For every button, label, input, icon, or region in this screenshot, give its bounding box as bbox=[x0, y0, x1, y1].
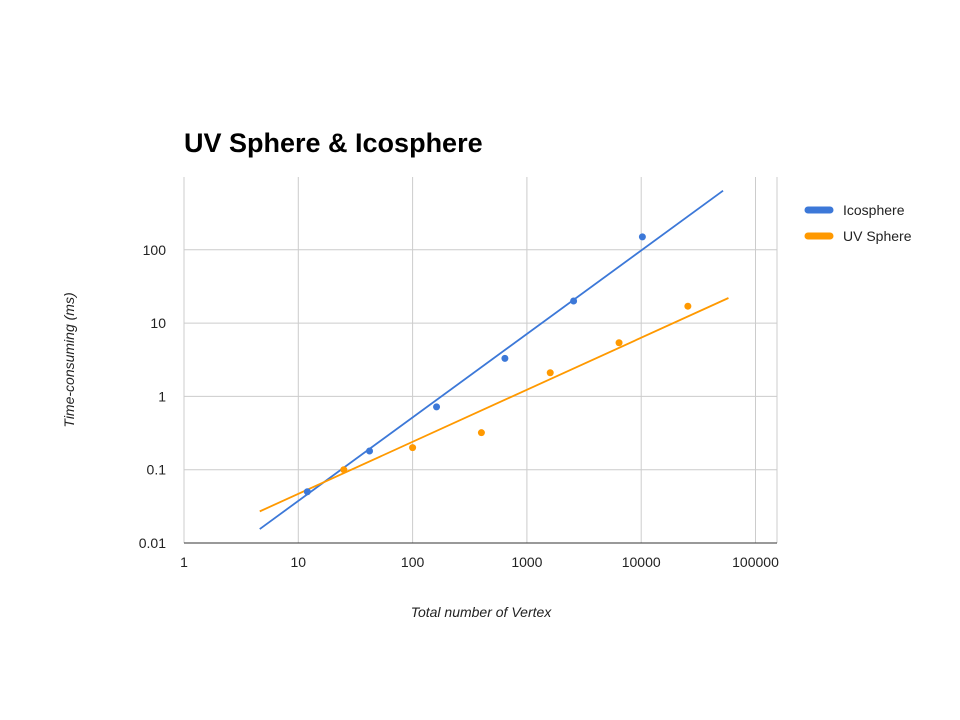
x-tick-label: 1 bbox=[180, 554, 188, 570]
uv-sphere-trendline bbox=[259, 297, 729, 513]
uv-sphere-point bbox=[409, 444, 417, 452]
icosphere-point bbox=[638, 233, 646, 241]
uv-sphere-point bbox=[477, 429, 485, 437]
icosphere-point bbox=[501, 354, 509, 362]
y-tick-label: 0.01 bbox=[139, 535, 166, 551]
x-tick-label: 1000 bbox=[511, 554, 542, 570]
y-tick-label: 0.1 bbox=[147, 462, 167, 478]
data-points bbox=[303, 233, 692, 496]
x-tick-label: 10 bbox=[291, 554, 307, 570]
legend: Icosphere UV Sphere bbox=[804, 202, 912, 244]
uv-sphere-point bbox=[340, 466, 348, 474]
y-tick-label: 100 bbox=[143, 242, 167, 258]
icosphere-point bbox=[303, 488, 311, 496]
icosphere-trendline bbox=[259, 189, 724, 530]
uv-sphere-legend-label: UV Sphere bbox=[843, 228, 912, 244]
x-tick-label: 100000 bbox=[732, 554, 779, 570]
uv-sphere-point bbox=[546, 369, 554, 377]
icosphere-point bbox=[570, 297, 578, 305]
axes: 1 10 100 1000 10000 100000 0.01 0.1 1 10 100 bbox=[139, 242, 779, 570]
icosphere-point bbox=[433, 403, 441, 411]
icosphere-point bbox=[366, 447, 374, 455]
icosphere-legend-label: Icosphere bbox=[843, 202, 905, 218]
uv-sphere-point bbox=[684, 302, 692, 310]
trendlines bbox=[259, 189, 729, 530]
chart-title: UV Sphere & Icosphere bbox=[184, 128, 483, 158]
y-axis-title: Time-consuming (ms) bbox=[61, 292, 77, 427]
y-tick-label: 1 bbox=[158, 388, 166, 404]
x-tick-label: 10000 bbox=[622, 554, 661, 570]
uv-sphere-point bbox=[615, 339, 623, 347]
y-tick-label: 10 bbox=[150, 315, 166, 331]
x-tick-label: 100 bbox=[401, 554, 425, 570]
x-axis-title: Total number of Vertex bbox=[411, 604, 553, 620]
